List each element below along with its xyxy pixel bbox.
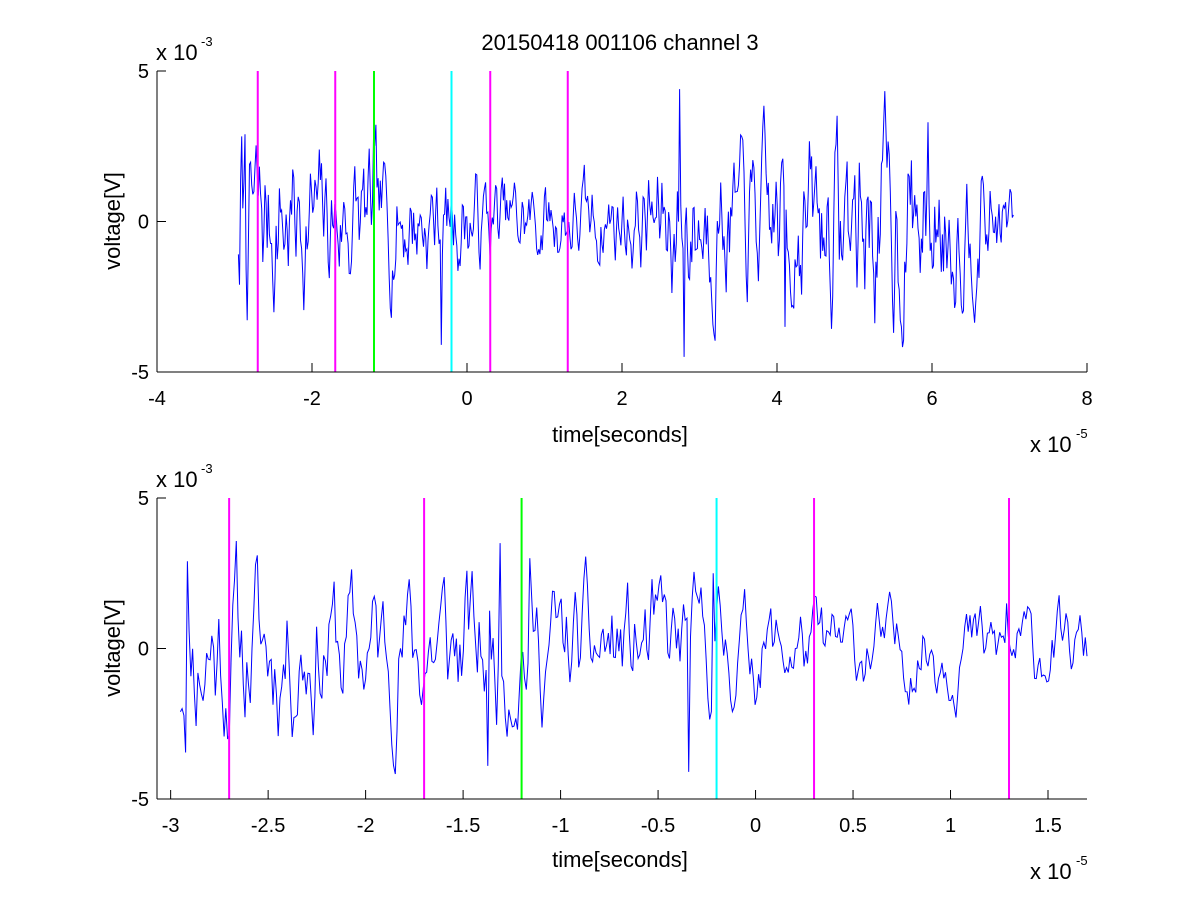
x-tick-label: 0.5	[839, 815, 867, 837]
x-exponent-label: x 10 -5	[1030, 853, 1088, 884]
x-tick-label: -2	[303, 388, 321, 410]
y-tick-label: -5	[131, 362, 149, 384]
y-tick-label: -5	[131, 789, 149, 811]
x-axis-label: time[seconds]	[552, 847, 688, 872]
signal-series-line	[179, 540, 1088, 775]
y-exponent-power: -3	[201, 461, 213, 476]
y-exponent-power: -3	[201, 34, 213, 49]
y-exponent-label: x 10 -3	[156, 461, 213, 492]
x-tick-label: 1	[945, 815, 956, 837]
x-tick-label: -0.5	[641, 815, 675, 837]
x-tick-label: -2.5	[251, 815, 285, 837]
x-tick-label: 1.5	[1034, 815, 1062, 837]
x-tick-label: 2	[616, 388, 627, 410]
y-tick-label: 5	[138, 61, 149, 83]
x-tick-label: 8	[1081, 388, 1092, 410]
top-plot: 20150418 001106 channel 3 x 10 -3 x 10 -…	[100, 30, 1093, 457]
bottom-plot: x 10 -3 x 10 -5 time[seconds] voltage[V]…	[100, 461, 1088, 884]
y-exponent-base: x 10	[156, 467, 198, 492]
x-exponent-base: x 10	[1030, 432, 1072, 457]
y-exponent-label: x 10 -3	[156, 34, 213, 65]
y-tick-label: 5	[138, 488, 149, 510]
x-tick-label: -1	[552, 815, 570, 837]
x-exponent-base: x 10	[1030, 859, 1072, 884]
y-tick-label: 0	[138, 212, 149, 234]
x-tick-label: 4	[771, 388, 782, 410]
x-tick-label: 6	[926, 388, 937, 410]
y-exponent-base: x 10	[156, 40, 198, 65]
x-tick-label: -2	[357, 815, 375, 837]
y-tick-label: 0	[138, 639, 149, 661]
y-axis-label: voltage[V]	[100, 172, 125, 270]
x-tick-label: -1.5	[446, 815, 480, 837]
x-tick-label: 0	[750, 815, 761, 837]
x-tick-label: -4	[148, 388, 166, 410]
signal-series-line	[237, 89, 1014, 357]
x-axis-label: time[seconds]	[552, 422, 688, 447]
x-exponent-label: x 10 -5	[1030, 426, 1088, 457]
y-axis-label: voltage[V]	[100, 599, 125, 697]
x-exponent-power: -5	[1076, 853, 1088, 868]
x-tick-label: 0	[461, 388, 472, 410]
plot-title: 20150418 001106 channel 3	[481, 30, 758, 55]
x-tick-label: -3	[162, 815, 180, 837]
x-exponent-power: -5	[1076, 426, 1088, 441]
